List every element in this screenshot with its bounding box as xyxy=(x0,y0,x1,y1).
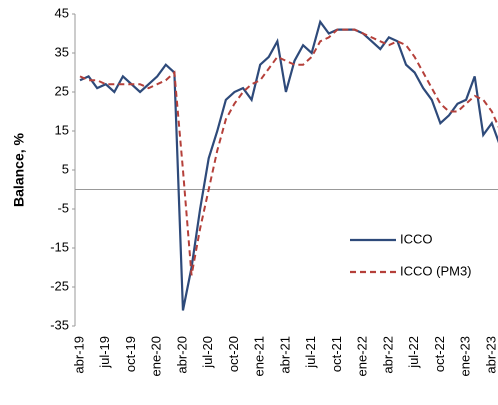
y-tick-label: 25 xyxy=(55,83,69,98)
x-tick-label: oct-21 xyxy=(329,336,344,372)
y-tick-label: -15 xyxy=(50,239,69,254)
x-tick-label: jul-19 xyxy=(97,336,112,369)
x-tick-label: abr-22 xyxy=(380,336,395,374)
y-tick-label: -35 xyxy=(50,317,69,332)
x-tick-label: ene-23 xyxy=(458,336,473,376)
x-tick-label: abr-19 xyxy=(71,336,86,374)
x-tick-label: jul-22 xyxy=(406,336,421,369)
x-tick-label: jul-21 xyxy=(303,336,318,369)
legend-label: ICCO xyxy=(400,231,433,246)
x-tick-label: abr-21 xyxy=(277,336,292,374)
legend-label: ICCO (PM3) xyxy=(400,263,472,278)
y-tick-label: 5 xyxy=(62,161,69,176)
y-tick-label: -5 xyxy=(57,200,69,215)
x-tick-label: abr-23 xyxy=(483,336,498,374)
x-tick-label: ene-21 xyxy=(252,336,267,376)
x-tick-label: ene-22 xyxy=(355,336,370,376)
x-tick-label: oct-22 xyxy=(432,336,447,372)
plot-area xyxy=(79,19,498,311)
y-tick-label: 15 xyxy=(55,122,69,137)
y-tick-label: 35 xyxy=(55,44,69,59)
y-axis-label: Balance, % xyxy=(11,132,27,206)
y-tick-label: -25 xyxy=(50,278,69,293)
series-line xyxy=(79,28,498,276)
y-tick-label: 45 xyxy=(55,5,69,20)
x-tick-label: jul-20 xyxy=(200,336,215,369)
x-tick-label: oct-19 xyxy=(123,336,138,372)
x-tick-label: ene-20 xyxy=(149,336,164,376)
x-tick-label: abr-20 xyxy=(174,336,189,374)
x-tick-label: oct-20 xyxy=(226,336,241,372)
series-line xyxy=(79,19,498,311)
